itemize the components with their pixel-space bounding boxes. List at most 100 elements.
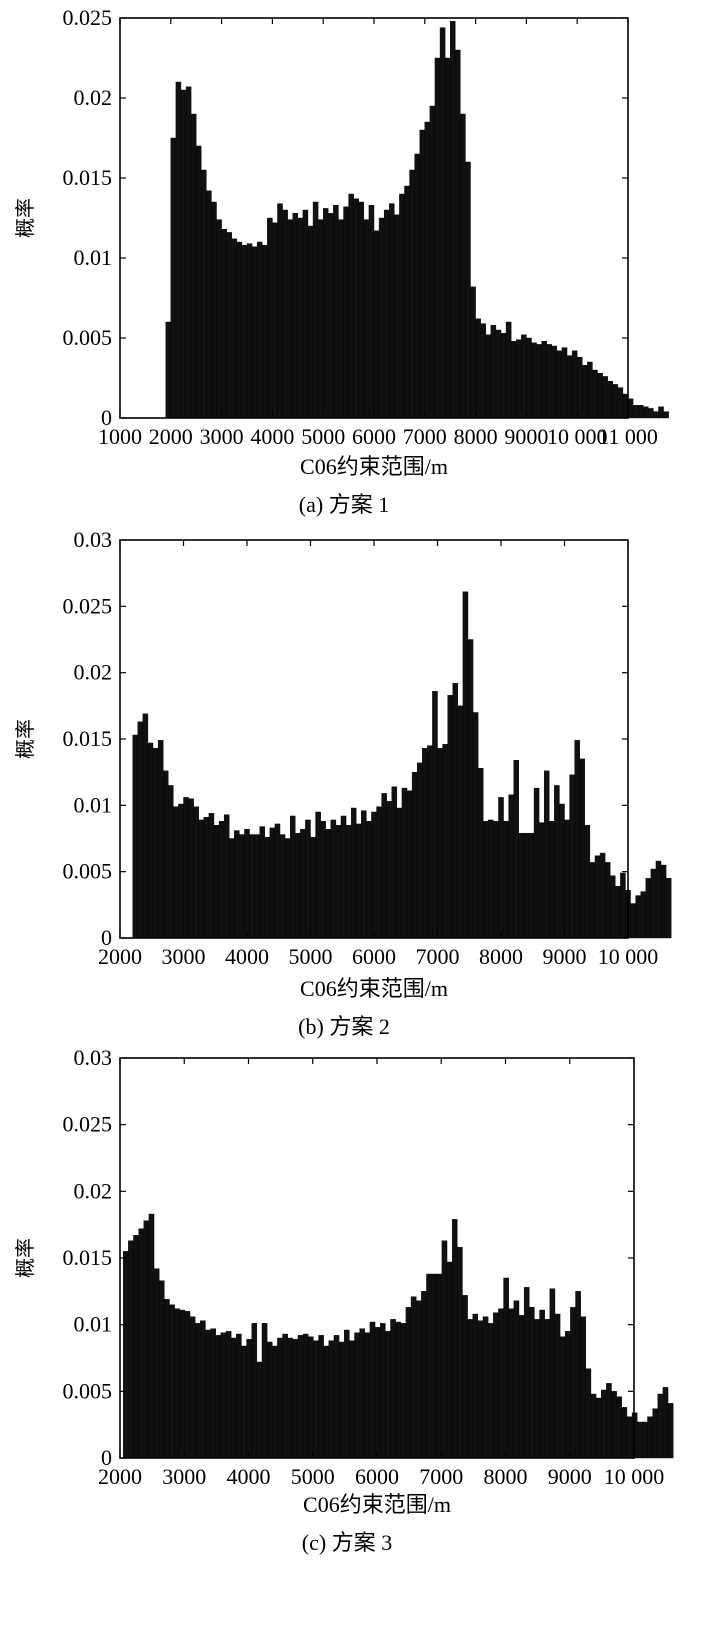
x-tick-label: 6000 xyxy=(352,424,396,449)
histogram-bar xyxy=(406,790,413,939)
y-tick-label: 0.03 xyxy=(74,527,113,552)
histogram-bar xyxy=(452,683,459,939)
histogram-bar xyxy=(359,1328,365,1459)
histogram-bar xyxy=(338,219,344,419)
histogram-bar xyxy=(490,325,497,419)
histogram-bar xyxy=(229,838,235,939)
histogram-bar xyxy=(521,334,527,419)
histogram-bar xyxy=(455,49,461,419)
histogram-bar xyxy=(470,286,476,419)
histogram-bar xyxy=(272,222,278,419)
histogram-bar xyxy=(626,1416,633,1459)
histogram-bar xyxy=(295,832,301,939)
histogram-bar xyxy=(467,639,474,939)
y-tick-label: 0.02 xyxy=(74,1178,113,1203)
histogram-bar xyxy=(411,771,418,939)
histogram-bar xyxy=(648,408,654,419)
histogram-bar xyxy=(236,1333,242,1459)
histogram-bar xyxy=(569,774,575,939)
histogram-bar xyxy=(472,1313,479,1459)
histogram-bar xyxy=(308,1336,314,1459)
histogram-bar xyxy=(158,1280,165,1459)
histogram-bar xyxy=(262,244,268,419)
histogram-bar xyxy=(208,813,215,939)
y-axis-label: 概率 xyxy=(13,719,37,759)
histogram-bar xyxy=(574,740,580,939)
histogram-bar xyxy=(575,1291,581,1459)
histogram-bar xyxy=(147,742,154,939)
histogram-bar xyxy=(660,864,667,939)
histogram-bar xyxy=(645,878,652,939)
histogram-bar xyxy=(256,1361,263,1459)
histogram-bar xyxy=(142,713,149,939)
histogram-bar xyxy=(431,1273,437,1459)
histogram-bar xyxy=(287,219,293,419)
histogram-bar xyxy=(653,411,659,419)
histogram-bar xyxy=(211,201,217,419)
histogram-bar xyxy=(221,228,227,419)
histogram-bar xyxy=(446,1261,453,1459)
histogram-bar xyxy=(414,153,420,419)
histogram-bar xyxy=(493,1312,499,1459)
histogram-bar xyxy=(256,241,263,419)
histogram-bar xyxy=(565,1331,571,1459)
histogram-bar xyxy=(231,238,238,419)
x-tick-label: 9000 xyxy=(543,944,587,969)
histogram-bar xyxy=(595,1397,602,1459)
histogram-bar xyxy=(234,830,240,939)
histogram-bar xyxy=(513,1300,520,1459)
histogram-bar xyxy=(223,814,230,939)
histogram-bar xyxy=(503,1277,509,1459)
histogram-bar xyxy=(394,214,400,419)
x-tick-label: 10 000 xyxy=(604,1464,665,1489)
histogram-bar xyxy=(554,785,560,939)
histogram-bar xyxy=(643,406,649,419)
histogram-bar xyxy=(556,350,563,419)
histogram-bar xyxy=(133,1235,139,1459)
histogram-bar xyxy=(441,1240,448,1459)
histogram-bar xyxy=(434,57,441,419)
histogram-bar xyxy=(592,369,598,419)
histogram-bar xyxy=(323,208,329,419)
x-tick-label: 5000 xyxy=(291,1464,335,1489)
histogram-bar xyxy=(662,1387,669,1459)
histogram-bar xyxy=(450,21,456,419)
histogram-bar xyxy=(658,406,664,419)
histogram-bar xyxy=(289,815,296,939)
histogram-bar xyxy=(206,190,212,419)
y-tick-label: 0.025 xyxy=(63,5,113,30)
histogram-bar xyxy=(538,822,545,939)
histogram-bar xyxy=(338,1341,345,1459)
histogram-bar xyxy=(604,862,611,939)
histogram-bar xyxy=(215,1335,222,1459)
histogram-bar xyxy=(313,1340,319,1459)
x-tick-label: 5000 xyxy=(289,944,333,969)
histogram-bar xyxy=(213,825,220,939)
histogram-bar xyxy=(415,1300,422,1459)
x-tick-label: 1000 xyxy=(98,424,142,449)
histogram-bar xyxy=(451,1219,458,1459)
histogram-bar xyxy=(480,323,486,419)
x-tick-label: 10 000 xyxy=(598,944,659,969)
histogram-bar xyxy=(647,1416,653,1459)
histogram-bar xyxy=(621,1407,628,1459)
histogram-bar xyxy=(447,695,453,939)
histogram-bar xyxy=(544,1319,551,1459)
histogram-bar xyxy=(485,334,492,419)
y-tick-label: 0 xyxy=(101,925,112,950)
y-axis-label: 概率 xyxy=(13,1238,37,1278)
histogram-bar xyxy=(475,318,481,419)
histogram-bar xyxy=(259,826,265,939)
histogram-bar xyxy=(261,1323,268,1459)
chart-panel-2: 0 0.005 0.01 0.015 0.02 0.025 0.03 2000 3000 4000… xyxy=(13,527,672,1039)
histogram-bar xyxy=(354,1332,360,1459)
histogram-bar xyxy=(667,1403,674,1459)
histogram-bar xyxy=(174,1308,180,1459)
histogram-bar xyxy=(376,806,382,939)
y-tick-label: 0.025 xyxy=(63,593,113,618)
histogram-bar xyxy=(205,1329,211,1459)
histogram-bar xyxy=(536,344,542,419)
histogram-bar xyxy=(178,803,184,939)
histogram-bar xyxy=(277,1337,283,1459)
